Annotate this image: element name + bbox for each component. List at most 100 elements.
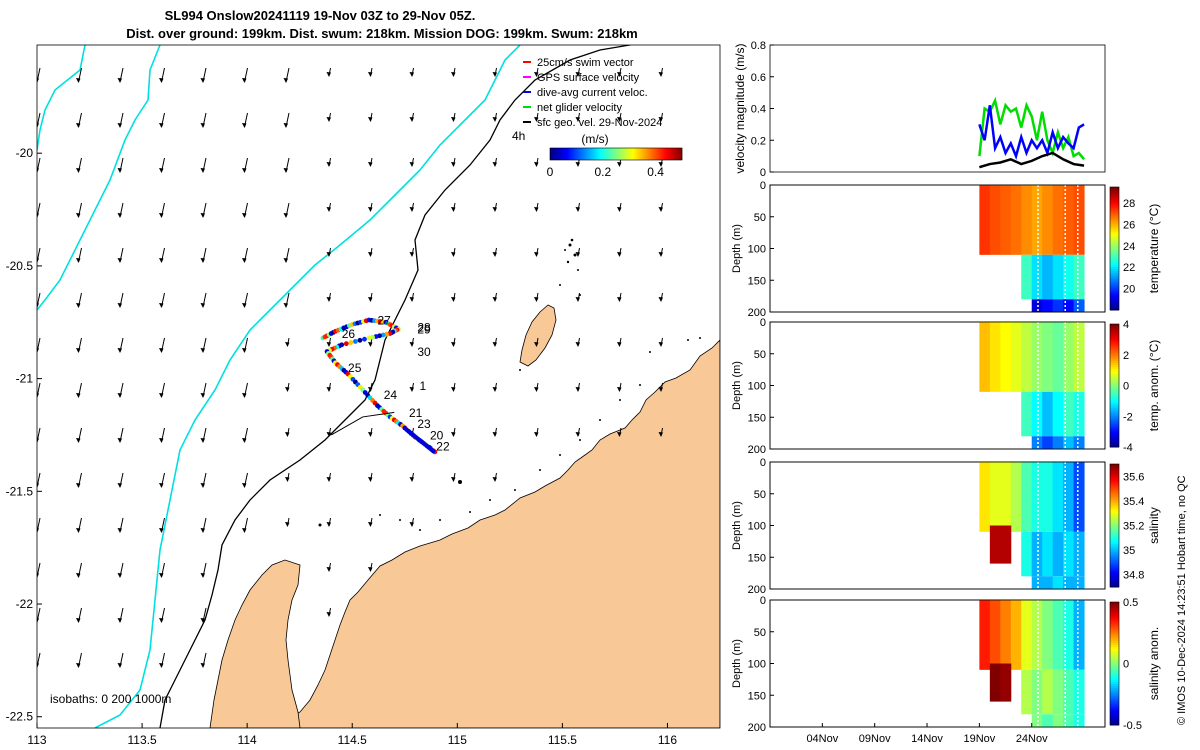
legend-label: sfc geo. vel. 29-Nov-2024 <box>537 117 662 129</box>
heatmap-cell <box>1031 254 1043 300</box>
vector-head <box>117 348 122 353</box>
day-label: 28 <box>417 320 431 334</box>
y-tick-label: 100 <box>748 244 766 256</box>
y-tick-label: 100 <box>748 659 766 671</box>
colorbar-cell <box>620 148 622 160</box>
colorbar-cell <box>569 148 571 160</box>
colorbar-cell <box>568 148 570 160</box>
colorbar-cell <box>1110 307 1119 311</box>
colorbar-cell <box>1110 242 1119 245</box>
vector-head <box>242 483 247 488</box>
colorbar-cell <box>1110 612 1119 615</box>
colorbar-cell <box>1110 442 1119 446</box>
heatmap-cell <box>1000 600 1012 670</box>
colorbar-cell <box>606 148 608 160</box>
colorbar-cell <box>553 148 555 160</box>
vector-head <box>451 162 456 167</box>
colorbar-cell <box>567 148 569 160</box>
vector-head <box>368 117 373 122</box>
vector-head <box>409 207 414 212</box>
colorbar-cell <box>1110 430 1119 434</box>
colorbar-cell <box>1110 618 1119 621</box>
land-peninsula <box>209 559 301 728</box>
vector-head <box>617 252 622 257</box>
colorbar-cell <box>601 148 603 160</box>
vector-head <box>117 258 122 263</box>
vector-head <box>283 78 288 83</box>
vector-head <box>534 297 539 302</box>
colorbar-cell <box>1110 295 1119 299</box>
colorbar-cell <box>1110 342 1119 345</box>
colorbar-cell <box>1110 535 1119 539</box>
heatmap-cell <box>1042 299 1054 312</box>
colorbar-cell <box>598 148 600 160</box>
colorbar-cell <box>1110 472 1119 475</box>
colorbar-cell <box>584 148 586 160</box>
vector-head <box>37 528 39 533</box>
colorbar-cell <box>581 148 583 160</box>
colorbar-cell <box>1110 539 1119 543</box>
vector-head <box>159 348 164 353</box>
vector-head <box>37 213 39 218</box>
colorbar-cell <box>587 148 589 160</box>
colorbar-cell <box>1110 332 1119 335</box>
isobaths-label: isobaths: 0 200 1000m <box>50 692 171 706</box>
day-label: 24 <box>384 388 398 402</box>
colorbar-cell <box>1110 468 1119 471</box>
colorbar-cell <box>563 148 565 160</box>
vector-head <box>159 573 164 578</box>
colorbar-cell <box>1110 502 1119 506</box>
land-barrow-island <box>519 304 557 367</box>
colorbar-cell <box>1110 420 1119 423</box>
colorbar-cell <box>1110 694 1119 697</box>
vector-head <box>242 528 247 533</box>
track-point <box>352 339 358 344</box>
vector-head <box>368 522 373 527</box>
vector-head <box>76 618 81 623</box>
colorbar-cell <box>1110 269 1119 272</box>
vector-head <box>575 162 580 167</box>
vector-head <box>534 342 539 347</box>
vector-head <box>76 348 81 353</box>
colorbar-cell <box>1110 195 1119 198</box>
colorbar-cell <box>590 148 592 160</box>
vector-head <box>159 618 164 623</box>
colorbar-label: temp. anom. (°C) <box>1147 340 1161 432</box>
vector-head <box>368 252 373 257</box>
vector-head <box>76 258 81 263</box>
colorbar-frame <box>1109 601 1120 726</box>
heatmap-cell <box>1052 299 1064 312</box>
colorbar-cell <box>1110 444 1119 448</box>
vector-head <box>37 663 39 668</box>
heatmap-panel: 0 50 100 150 200 Depth (m) 0.5 0 -0.5 salinity an… <box>731 595 1161 734</box>
colorbar-cell <box>1110 517 1119 520</box>
vector-head <box>326 342 331 347</box>
heatmap-cell <box>1052 436 1064 449</box>
colorbar-cell <box>591 148 593 160</box>
colorbar-tick-label: 0.5 <box>1123 597 1138 609</box>
vector-head <box>159 483 164 488</box>
vector-head <box>117 573 122 578</box>
heatmap-cell <box>1052 669 1064 715</box>
colorbar-cell <box>1110 630 1119 634</box>
footer-credit: © IMOS 10-Dec-2024 14:23:51 Hobart time,… <box>1176 475 1188 725</box>
vector-head <box>200 618 205 623</box>
colorbar-cell <box>1110 360 1119 364</box>
colorbar-cell <box>1110 679 1119 683</box>
colorbar-cell <box>1110 211 1119 215</box>
heatmap-cell <box>979 462 991 532</box>
vector-head <box>200 168 205 173</box>
colorbar-cell <box>1110 675 1119 679</box>
colorbar-cell <box>1110 548 1119 551</box>
colorbar-cell <box>653 148 655 160</box>
heatmap-cell <box>1063 254 1075 300</box>
colorbar-cell <box>1110 706 1119 710</box>
colorbar-cell <box>1110 385 1119 389</box>
colorbar-cell <box>1110 667 1119 671</box>
colorbar-cell <box>1110 708 1119 712</box>
colorbar-cell <box>600 148 602 160</box>
colorbar-cell <box>1110 344 1119 348</box>
vector-head <box>658 117 663 122</box>
colorbar-cell <box>556 148 558 160</box>
vector-head <box>575 117 580 122</box>
